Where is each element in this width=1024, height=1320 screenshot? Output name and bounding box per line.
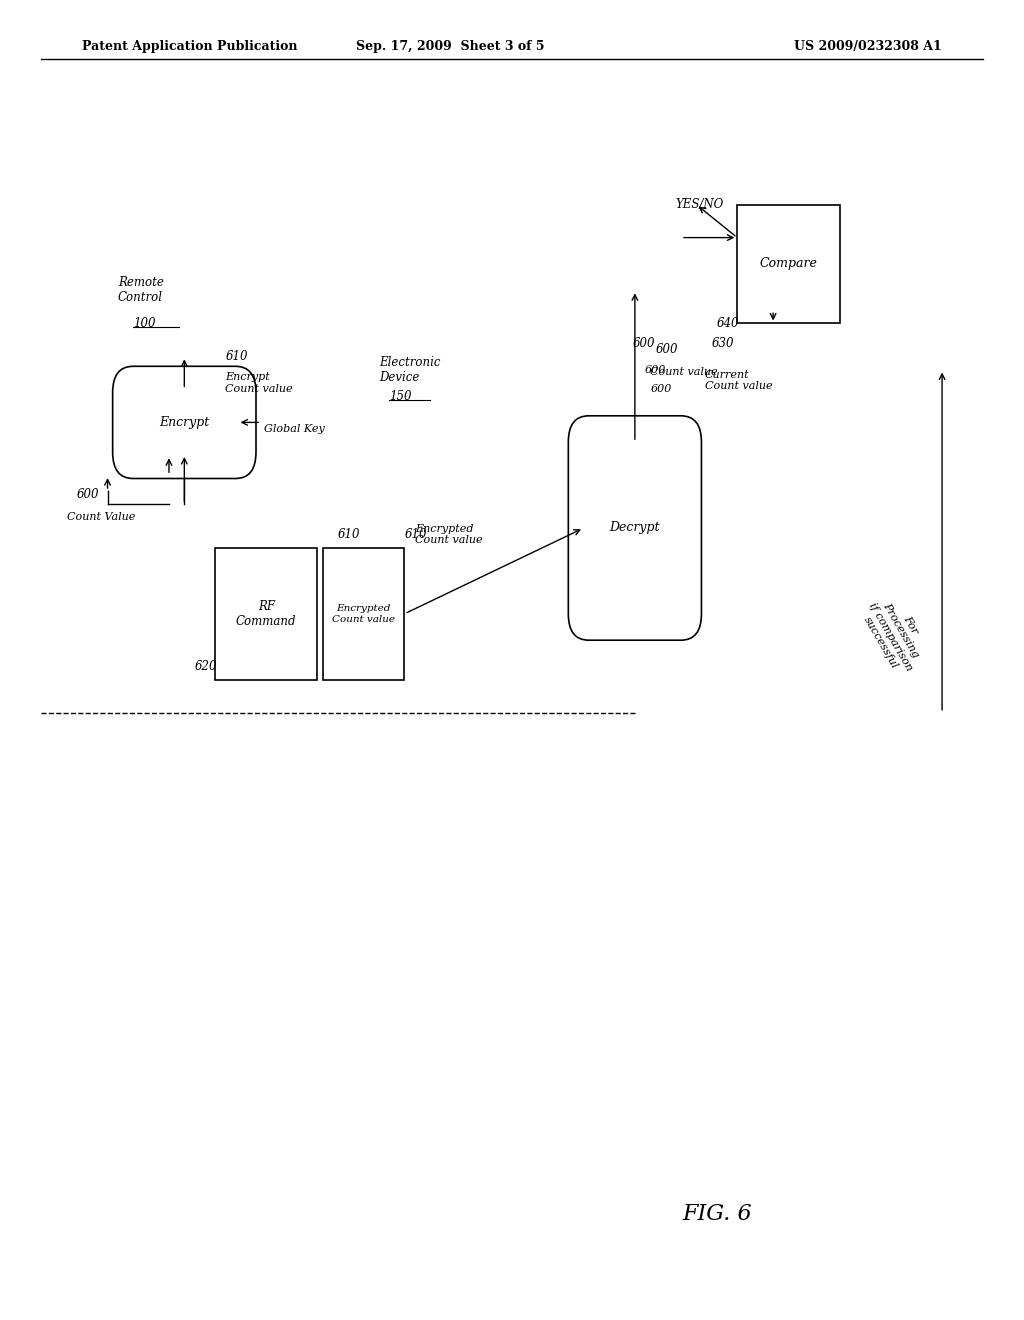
Text: Count Value: Count Value [67,512,135,523]
Text: Encrypt
Count value: Encrypt Count value [225,372,293,393]
Text: 150: 150 [389,389,412,403]
Bar [323,548,404,680]
Text: 610: 610 [404,528,427,541]
Text: Count value: Count value [650,367,718,378]
Text: Current
Count value: Current Count value [705,370,772,391]
Text: Global Key: Global Key [264,424,325,434]
FancyBboxPatch shape [113,366,256,478]
Text: 630: 630 [712,337,734,350]
Text: Remote
Control: Remote Control [118,276,164,305]
Bar [215,548,317,680]
Text: Encrypted
Count value: Encrypted Count value [415,524,482,545]
Text: 600: 600 [655,343,678,356]
FancyBboxPatch shape [568,416,701,640]
Text: 600: 600 [650,384,672,395]
Text: 600: 600 [77,488,99,502]
Text: RF
Command: RF Command [236,599,297,628]
Text: 610: 610 [338,528,360,541]
Text: 640: 640 [717,317,739,330]
Text: YES/NO: YES/NO [676,198,724,211]
Text: 610: 610 [225,350,248,363]
Text: Encrypt: Encrypt [159,416,210,429]
Text: 620: 620 [195,660,217,673]
Text: 600: 600 [645,364,667,375]
Text: Decrypt: Decrypt [609,521,660,535]
Text: Electronic
Device: Electronic Device [379,355,440,384]
Text: US 2009/0232308 A1: US 2009/0232308 A1 [795,40,942,53]
Text: 600: 600 [633,337,655,350]
Text: Encrypted
Count value: Encrypted Count value [332,605,395,623]
Text: Compare: Compare [760,257,817,271]
Text: Sep. 17, 2009  Sheet 3 of 5: Sep. 17, 2009 Sheet 3 of 5 [356,40,545,53]
Text: For
Processing
if comparison
successful: For Processing if comparison successful [857,589,935,678]
Text: Patent Application Publication: Patent Application Publication [82,40,297,53]
Text: FIG. 6: FIG. 6 [682,1204,752,1225]
Bar [737,205,840,323]
Text: 100: 100 [133,317,156,330]
